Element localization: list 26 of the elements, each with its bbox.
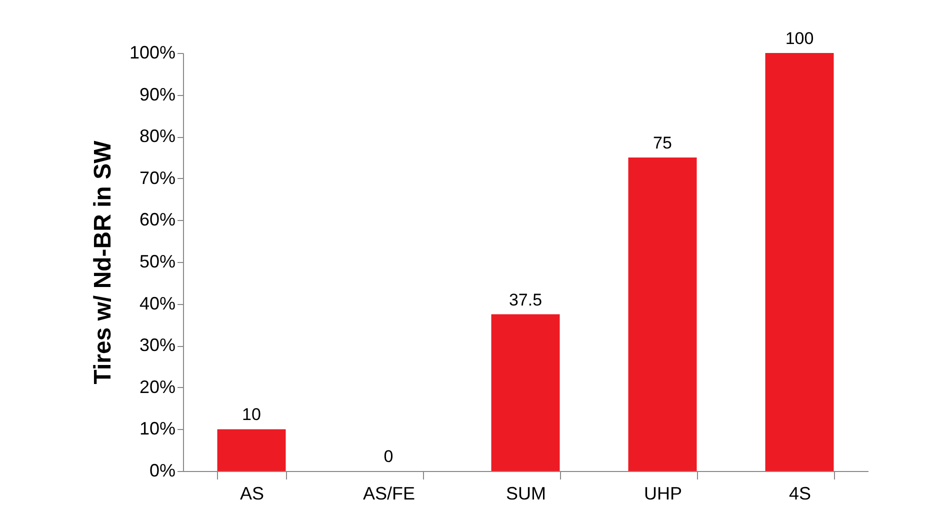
y-tick-label: 30% <box>139 335 176 356</box>
data-label: 37.5 <box>508 290 542 310</box>
x-tick-label: AS <box>240 484 264 504</box>
bar <box>765 53 834 471</box>
data-label: 0 <box>384 447 394 466</box>
y-tick-label: 20% <box>139 376 176 397</box>
x-tick-label: 4S <box>788 484 812 504</box>
y-tick-label: 0% <box>149 460 176 480</box>
bar <box>491 314 560 471</box>
y-tick-label: 70% <box>139 168 176 188</box>
y-tick-label: 10% <box>139 418 176 439</box>
data-label: 100 <box>785 29 814 48</box>
y-tick-label: 100% <box>129 42 176 62</box>
x-tick-label: AS/FE <box>362 484 416 504</box>
y-tick-label: 80% <box>139 126 176 146</box>
data-label: 10 <box>242 405 261 424</box>
bar <box>217 429 286 471</box>
y-axis-title: Tires w/ Nd-BR in SW <box>89 140 116 384</box>
bar <box>628 158 697 471</box>
x-tick-label: UHP <box>644 484 682 504</box>
y-tick-label: 50% <box>139 252 176 272</box>
data-label: 75 <box>653 134 672 152</box>
x-tick-label: SUM <box>506 484 546 504</box>
y-tick-label: 90% <box>139 84 176 104</box>
y-tick-label: 40% <box>139 293 176 314</box>
y-tick-label: 60% <box>139 210 176 230</box>
